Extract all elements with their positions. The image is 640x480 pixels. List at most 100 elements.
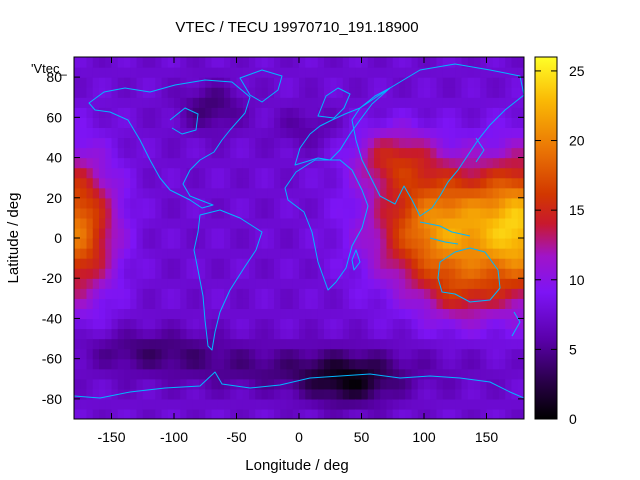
colorbar-tick-label: 10 <box>569 272 585 288</box>
heatmap-cell <box>417 268 425 279</box>
heatmap-cell <box>211 117 219 128</box>
heatmap-cell <box>499 227 506 239</box>
heatmap-cell <box>130 187 138 199</box>
heatmap-cell <box>111 388 119 400</box>
heatmap-cell <box>86 67 94 78</box>
heatmap-cell <box>124 358 131 370</box>
heatmap-cell <box>186 348 194 360</box>
heatmap-cell <box>480 67 488 78</box>
heatmap-cell <box>355 398 363 410</box>
heatmap-cell <box>192 238 200 249</box>
heatmap-cell <box>355 338 363 350</box>
heatmap-cell <box>311 398 319 410</box>
heatmap-cell <box>86 298 94 309</box>
heatmap-cell <box>324 217 331 229</box>
heatmap-cell <box>355 147 363 159</box>
heatmap-cell <box>374 227 381 239</box>
heatmap-cell <box>311 97 319 108</box>
heatmap-cell <box>517 197 524 209</box>
heatmap-cell <box>149 77 156 88</box>
heatmap-cell <box>374 57 381 68</box>
heatmap-cell <box>211 107 219 118</box>
heatmap-cell <box>399 288 406 299</box>
heatmap-cell <box>386 318 394 330</box>
heatmap-cell <box>149 358 156 370</box>
heatmap-cell <box>417 57 425 68</box>
heatmap-cell <box>242 318 250 330</box>
heatmap-cell <box>174 197 181 209</box>
heatmap-cell <box>411 348 419 360</box>
heatmap-cell <box>149 57 156 68</box>
heatmap-cell <box>399 238 406 249</box>
heatmap-cell <box>417 318 425 330</box>
heatmap-cell <box>517 157 524 169</box>
heatmap-cell <box>261 127 269 139</box>
heatmap-cell <box>511 248 519 259</box>
heatmap-cell <box>192 328 200 340</box>
heatmap-cell <box>117 338 125 350</box>
heatmap-cell <box>124 107 131 118</box>
heatmap-cell <box>474 187 481 199</box>
outline-scandinavia <box>317 87 351 119</box>
heatmap-cell <box>455 258 463 269</box>
heatmap-cell <box>255 388 263 400</box>
heatmap-cell <box>399 147 406 159</box>
heatmap-cell <box>124 308 131 320</box>
heatmap-cell <box>217 157 225 169</box>
heatmap-cell <box>205 328 213 340</box>
heatmap-cell <box>205 308 213 320</box>
heatmap-cell <box>274 388 281 400</box>
heatmap-cell <box>80 248 88 259</box>
heatmap-cell <box>467 77 475 88</box>
heatmap-cell <box>286 238 294 249</box>
heatmap-cell <box>380 288 388 299</box>
heatmap-cell <box>442 137 450 149</box>
heatmap-cell <box>492 288 500 299</box>
heatmap-cell <box>380 137 388 149</box>
heatmap-cell <box>330 288 338 299</box>
heatmap-cell <box>311 378 319 390</box>
heatmap-cell <box>280 318 288 330</box>
heatmap-cell <box>436 157 444 169</box>
heatmap-cell <box>424 328 431 340</box>
heatmap-cell <box>417 67 425 78</box>
heatmap-cell <box>242 127 250 139</box>
heatmap-cell <box>205 298 213 309</box>
heatmap-cell <box>192 137 200 149</box>
heatmap-cell <box>292 348 300 360</box>
heatmap-cell <box>455 378 463 390</box>
heatmap-cell <box>355 57 363 68</box>
heatmap-cell <box>480 147 488 159</box>
heatmap-cell <box>336 77 344 88</box>
heatmap-cell <box>149 167 156 179</box>
heatmap-cell <box>361 167 369 179</box>
heatmap-cell <box>199 318 206 330</box>
heatmap-cell <box>274 207 281 219</box>
heatmap-cell <box>492 348 500 360</box>
heatmap-cell <box>474 157 481 169</box>
heatmap-cell <box>399 177 406 189</box>
heatmap-cell <box>236 177 244 189</box>
heatmap-cell <box>361 127 369 139</box>
heatmap-cell <box>280 87 288 98</box>
heatmap-cell <box>517 127 524 139</box>
heatmap-cell <box>299 248 306 259</box>
heatmap-cell <box>492 248 500 259</box>
heatmap-cell <box>286 268 294 279</box>
heatmap-cell <box>105 197 113 209</box>
heatmap-cell <box>230 187 238 199</box>
heatmap-cell <box>299 207 306 219</box>
heatmap-cell <box>280 57 288 68</box>
heatmap-cell <box>242 67 250 78</box>
heatmap-cell <box>436 388 444 400</box>
heatmap-cell <box>424 177 431 189</box>
heatmap-cell <box>274 308 281 320</box>
heatmap-cell <box>249 77 256 88</box>
heatmap-cell <box>255 77 263 88</box>
heatmap-cell <box>361 97 369 108</box>
heatmap-cell <box>349 308 356 320</box>
heatmap-cell <box>149 258 156 269</box>
heatmap-cell <box>155 278 163 289</box>
heatmap-cell <box>224 238 231 249</box>
heatmap-cell <box>436 107 444 118</box>
